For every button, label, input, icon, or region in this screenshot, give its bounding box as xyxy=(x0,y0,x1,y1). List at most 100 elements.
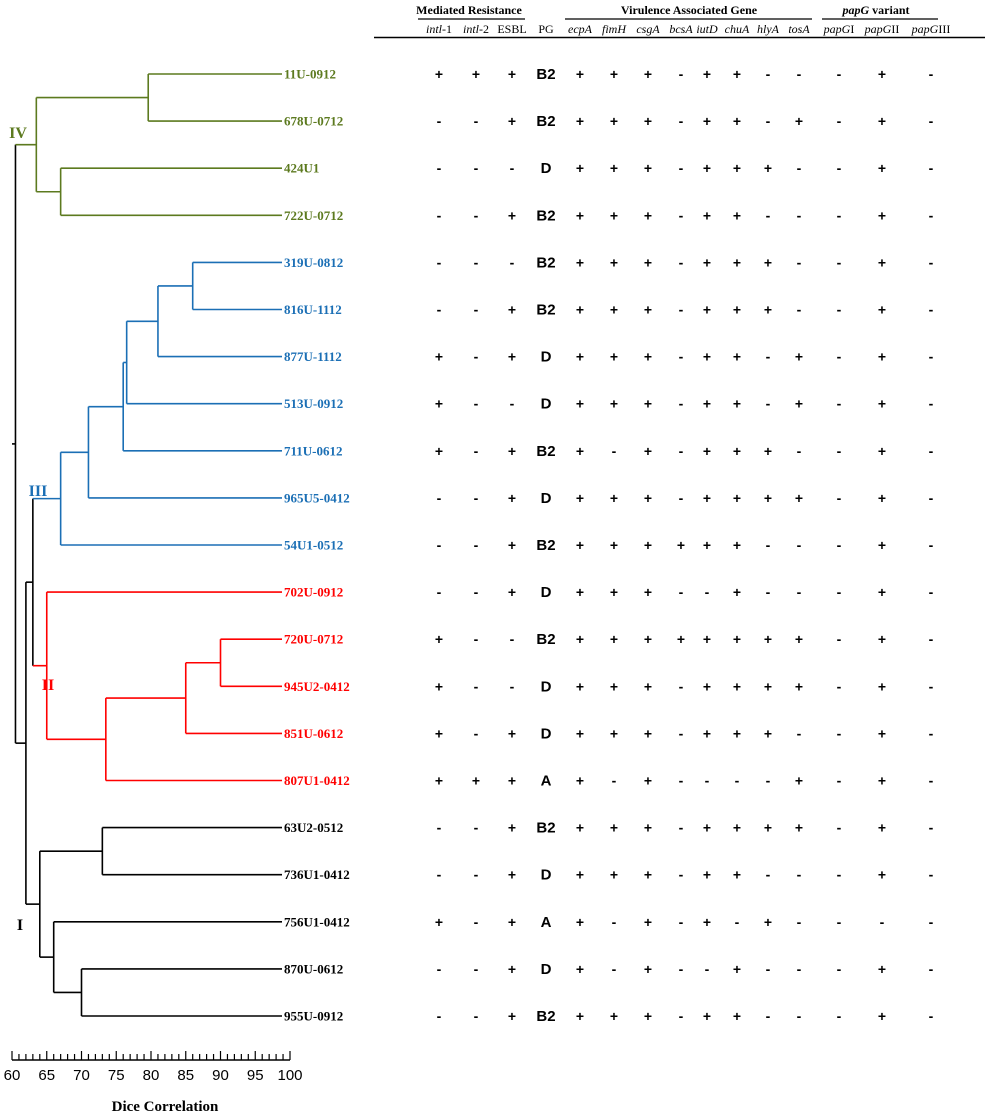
gene-cell: + xyxy=(703,537,711,553)
gene-cell: - xyxy=(705,961,710,977)
gene-cell: - xyxy=(929,490,934,506)
axis-tick-label: 60 xyxy=(4,1067,21,1084)
gene-cell: + xyxy=(576,631,584,647)
column-header-5: fimH xyxy=(602,22,627,36)
strain-label: 722U-0712 xyxy=(284,208,343,223)
phylogroup-cell: D xyxy=(541,490,552,507)
gene-cell: - xyxy=(929,1008,934,1024)
gene-cell: + xyxy=(644,490,652,506)
phylogroup-cell: B2 xyxy=(536,254,555,271)
gene-cell: - xyxy=(837,867,842,883)
gene-cell: + xyxy=(435,914,443,930)
strain-label: 736U1-0412 xyxy=(284,867,350,882)
phylogroup-cell: B2 xyxy=(536,302,555,319)
gene-cell: + xyxy=(733,302,741,318)
gene-cell: + xyxy=(733,725,741,741)
gene-cell: - xyxy=(612,773,617,789)
column-header-rest: ESBL xyxy=(497,22,526,36)
gene-cell: + xyxy=(508,820,516,836)
gene-cell: + xyxy=(878,773,886,789)
gene-cell: + xyxy=(435,631,443,647)
gene-cell: + xyxy=(795,631,803,647)
gene-cell: + xyxy=(733,1008,741,1024)
column-header-9: chuA xyxy=(725,22,750,36)
strain-label: 851U-0612 xyxy=(284,726,343,741)
gene-cell: - xyxy=(837,66,842,82)
column-header-10: hlyA xyxy=(757,22,780,36)
gene-cell: - xyxy=(679,1008,684,1024)
gene-cell: - xyxy=(766,961,771,977)
phylogroup-cell: D xyxy=(541,961,552,978)
gene-cell: + xyxy=(733,443,741,459)
strain-label: 11U-0912 xyxy=(284,67,336,82)
gene-cell: + xyxy=(576,961,584,977)
gene-cell: + xyxy=(576,914,584,930)
gene-cell: + xyxy=(677,631,685,647)
group-header-papg: papG variant xyxy=(841,3,909,17)
gene-cell: + xyxy=(764,631,772,647)
gene-cell: + xyxy=(733,396,741,412)
gene-cell: + xyxy=(733,113,741,129)
gene-cell: + xyxy=(610,678,618,694)
gene-cell: - xyxy=(837,725,842,741)
gene-cell: - xyxy=(679,914,684,930)
strain-label: 816U-1112 xyxy=(284,302,342,317)
gene-cell: + xyxy=(703,678,711,694)
gene-cell: - xyxy=(837,254,842,270)
gene-cell: + xyxy=(764,443,772,459)
column-header-italic: chuA xyxy=(725,22,750,36)
gene-cell: + xyxy=(576,773,584,789)
column-header-14: papGIII xyxy=(911,22,951,36)
gene-cell: + xyxy=(703,302,711,318)
phylogroup-cell: D xyxy=(541,396,552,413)
table-row: - - + B2 + + + - + + + - - + - xyxy=(437,302,934,319)
table-row: - - + B2 + + + - + + - - - + - xyxy=(437,1008,934,1025)
gene-cell: - xyxy=(437,867,442,883)
gene-cell: - xyxy=(679,254,684,270)
strain-label: 513U-0912 xyxy=(284,396,343,411)
gene-cell: + xyxy=(644,443,652,459)
gene-cell: + xyxy=(435,678,443,694)
gene-cell: + xyxy=(610,725,618,741)
gene-cell: + xyxy=(644,773,652,789)
gene-cell: - xyxy=(679,396,684,412)
table-row: - - + D + + + - + + - - - + - xyxy=(437,867,934,884)
gene-cell: - xyxy=(837,443,842,459)
gene-table: + + + B2 + + + - + + - - - + - - - + B2 + + + - + + - + - + - - - - D + + + -… xyxy=(435,66,934,1025)
gene-cell: - xyxy=(437,961,442,977)
gene-cell: - xyxy=(797,725,802,741)
gene-cell: + xyxy=(795,349,803,365)
table-row: + - + A + - + - + - + - - - - xyxy=(435,914,934,931)
gene-cell: - xyxy=(474,207,479,223)
column-header-rest: PG xyxy=(538,22,554,36)
axis-tick-label: 85 xyxy=(177,1067,194,1084)
gene-cell: - xyxy=(679,160,684,176)
gene-cell: - xyxy=(612,914,617,930)
gene-cell: + xyxy=(733,207,741,223)
column-header-13: papGII xyxy=(864,22,900,36)
strain-label: 678U-0712 xyxy=(284,114,343,129)
gene-cell: - xyxy=(437,1008,442,1024)
gene-cell: - xyxy=(797,1008,802,1024)
gene-cell: + xyxy=(610,160,618,176)
gene-cell: - xyxy=(474,867,479,883)
gene-cell: - xyxy=(474,914,479,930)
gene-cell: + xyxy=(610,113,618,129)
gene-cell: + xyxy=(677,537,685,553)
gene-cell: - xyxy=(766,867,771,883)
gene-cell: + xyxy=(703,160,711,176)
column-header-italic: iutD xyxy=(696,22,718,36)
column-header-italic: hlyA xyxy=(757,22,780,36)
gene-cell: - xyxy=(735,773,740,789)
gene-cell: + xyxy=(703,1008,711,1024)
gene-cell: + xyxy=(644,160,652,176)
gene-cell: - xyxy=(437,302,442,318)
gene-cell: - xyxy=(474,113,479,129)
gene-cell: + xyxy=(733,631,741,647)
gene-cell: + xyxy=(703,207,711,223)
table-row: - - + D + + + - + + + + - + - xyxy=(437,490,934,507)
phylogroup-cell: D xyxy=(541,160,552,177)
column-header-italic: papG xyxy=(911,22,939,36)
gene-cell: + xyxy=(644,537,652,553)
gene-cell: - xyxy=(474,537,479,553)
